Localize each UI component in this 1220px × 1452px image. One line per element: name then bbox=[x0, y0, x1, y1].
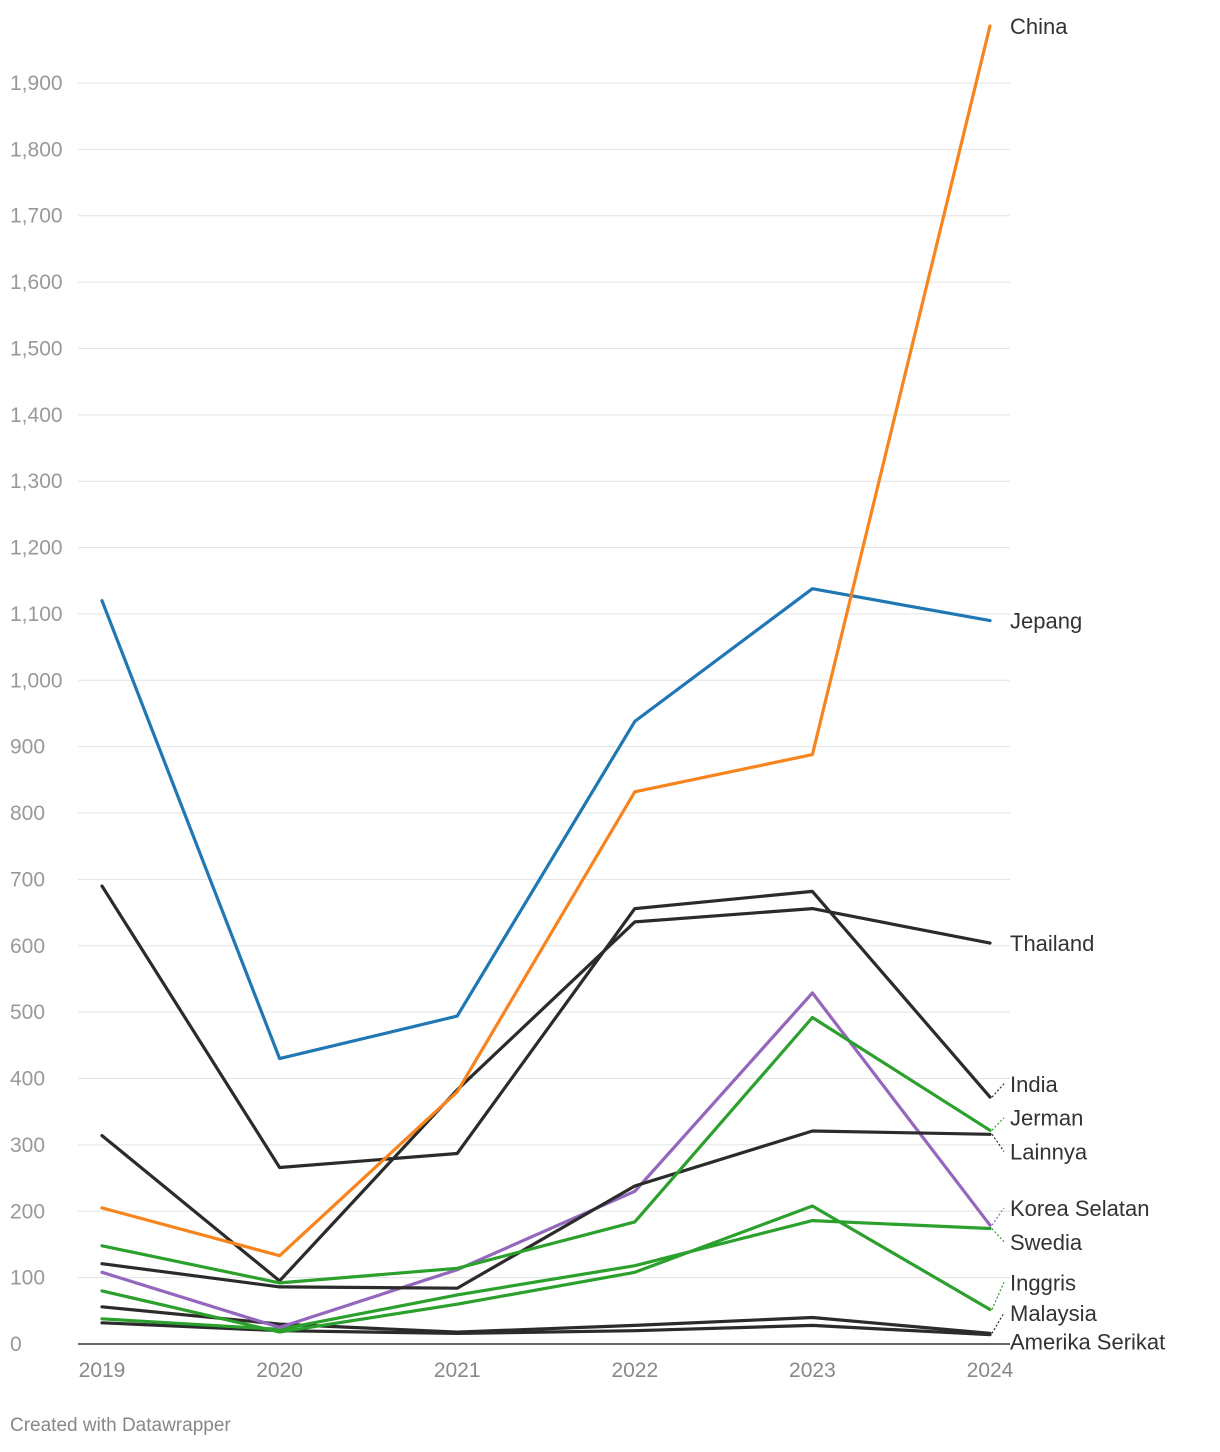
series-label: China bbox=[1010, 14, 1068, 39]
series-label: Lainnya bbox=[1010, 1140, 1088, 1165]
x-tick-label: 2023 bbox=[789, 1359, 836, 1382]
label-connector bbox=[991, 1207, 1005, 1226]
datawrapper-credit: Created with Datawrapper bbox=[10, 1415, 231, 1436]
series-line-thailand bbox=[100, 906, 992, 1283]
series-line-swedia bbox=[100, 1218, 992, 1332]
y-tick-label: 1,700 bbox=[10, 205, 63, 228]
series-label: Thailand bbox=[1010, 931, 1094, 956]
label-connector bbox=[991, 1312, 1005, 1334]
y-tick-label: 300 bbox=[10, 1134, 45, 1157]
x-tick-label: 2021 bbox=[434, 1359, 481, 1382]
y-tick-label: 1,200 bbox=[10, 537, 63, 560]
series-line-india bbox=[100, 884, 992, 1170]
series-label: Inggris bbox=[1010, 1270, 1076, 1295]
y-tick-label: 600 bbox=[10, 935, 45, 958]
series-label: Jerman bbox=[1010, 1106, 1083, 1131]
y-tick-label: 1,800 bbox=[10, 138, 63, 161]
series-labels: China Jepang Thailand India Jerman Lainnya Kor… bbox=[991, 14, 1165, 1354]
series-label: Swedia bbox=[1010, 1230, 1083, 1255]
series-line-jerman bbox=[100, 1015, 992, 1285]
y-tick-label: 1,600 bbox=[10, 271, 63, 294]
series-label: Malaysia bbox=[1010, 1301, 1098, 1326]
y-tick-label: 800 bbox=[10, 802, 45, 825]
x-tick-label: 2022 bbox=[611, 1359, 658, 1382]
y-tick-label: 100 bbox=[10, 1267, 45, 1290]
label-connector bbox=[991, 1133, 1005, 1152]
y-tick-label: 200 bbox=[10, 1200, 45, 1223]
y-tick-label: 1,900 bbox=[10, 72, 63, 95]
series-lines bbox=[100, 24, 992, 1337]
x-axis: 2019 2020 2021 2022 2023 2024 bbox=[79, 1359, 1014, 1382]
y-tick-label: 1,300 bbox=[10, 470, 63, 493]
label-connector bbox=[991, 1282, 1005, 1310]
series-line-china bbox=[100, 24, 992, 1258]
y-tick-label: 500 bbox=[10, 1001, 45, 1024]
x-tick-label: 2019 bbox=[79, 1359, 126, 1382]
series-label: India bbox=[1010, 1072, 1058, 1097]
series-label: Amerika Serikat bbox=[1010, 1329, 1165, 1354]
y-tick-label: 400 bbox=[10, 1068, 45, 1091]
y-axis: 0 100 200 300 400 500 600 700 800 900 1,000 1,100 1,… bbox=[10, 72, 1010, 1356]
series-line-amerika-serikat bbox=[100, 1321, 992, 1337]
series-label: Korea Selatan bbox=[1010, 1196, 1149, 1221]
label-connector bbox=[991, 1083, 1005, 1098]
y-tick-label: 1,500 bbox=[10, 337, 63, 360]
series-line-jepang bbox=[100, 587, 992, 1061]
y-tick-label: 900 bbox=[10, 736, 45, 759]
x-tick-label: 2020 bbox=[256, 1359, 303, 1382]
y-tick-label: 700 bbox=[10, 868, 45, 891]
y-tick-label: 0 bbox=[10, 1333, 22, 1356]
series-line-korea-selatan bbox=[100, 991, 992, 1330]
y-tick-label: 1,000 bbox=[10, 669, 63, 692]
line-chart: 0 100 200 300 400 500 600 700 800 900 1,000 1,100 1,… bbox=[10, 14, 1165, 1382]
series-line-lainnya bbox=[100, 1129, 992, 1290]
label-connector bbox=[991, 1228, 1005, 1243]
x-tick-label: 2024 bbox=[967, 1359, 1014, 1382]
label-connector bbox=[991, 1117, 1005, 1131]
y-tick-label: 1,400 bbox=[10, 404, 63, 427]
gridlines bbox=[78, 82, 1010, 1279]
series-label: Jepang bbox=[1010, 609, 1082, 634]
series-line-malaysia bbox=[100, 1305, 992, 1336]
y-tick-label: 1,100 bbox=[10, 603, 63, 626]
